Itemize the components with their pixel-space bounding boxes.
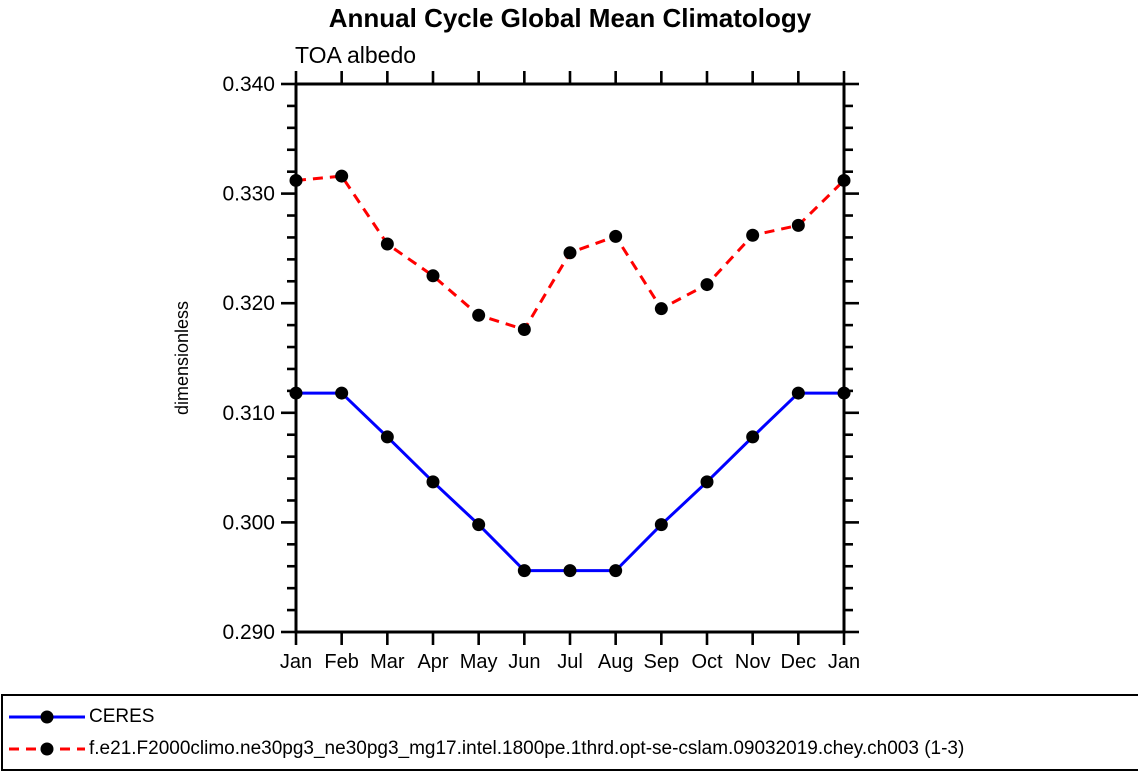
legend-label-ceres: CERES: [89, 705, 155, 727]
data-point-marker: [426, 269, 440, 283]
data-point-marker: [426, 475, 440, 489]
data-point-marker: [746, 228, 760, 242]
y-tick-label: 0.320: [222, 292, 275, 315]
x-tick-label: Aug: [598, 651, 634, 673]
x-tick-label: Sep: [644, 651, 680, 673]
data-point-marker: [837, 173, 851, 187]
legend-label-model: f.e21.F2000climo.ne30pg3_ne30pg3_mg17.in…: [89, 737, 965, 759]
legend-item-model: f.e21.F2000climo.ne30pg3_ne30pg3_mg17.in…: [8, 735, 1138, 763]
plot-area: 0.290 0.300 0.310 0.320 0.330 0.340 Jan Feb Mar A…: [172, 71, 860, 673]
x-tick-label: Jan: [828, 651, 860, 673]
data-point-marker: [654, 302, 668, 316]
data-point-marker: [746, 430, 760, 444]
data-point-marker: [791, 218, 805, 232]
data-point-marker: [472, 518, 486, 532]
data-point-marker: [609, 564, 623, 578]
data-point-marker: [335, 386, 349, 400]
data-point-marker: [289, 173, 303, 187]
data-point-marker: [517, 323, 531, 337]
data-point-marker: [289, 386, 303, 400]
y-tick-label: 0.300: [222, 511, 275, 534]
data-point-marker: [472, 308, 486, 322]
legend-item-ceres: CERES: [8, 703, 1138, 731]
data-point-marker: [563, 246, 577, 260]
data-point-marker: [654, 518, 668, 532]
data-point-marker: [380, 237, 394, 251]
series-line-0: [296, 391, 844, 573]
data-point-marker: [563, 564, 577, 578]
x-tick-label: Apr: [417, 651, 448, 673]
y-tick-label: 0.340: [222, 73, 275, 96]
x-tick-label: Feb: [324, 651, 358, 673]
x-tick-label: Jul: [557, 651, 583, 673]
data-point-marker: [837, 386, 851, 400]
x-tick-label: Jan: [280, 651, 312, 673]
legend: CERES f.e21.F2000climo.ne30pg3_ne30pg3_m…: [1, 694, 1138, 771]
y-tick-label: 0.310: [222, 402, 275, 425]
x-tick-label: Nov: [735, 651, 771, 673]
x-tick-label: Dec: [781, 651, 817, 673]
x-tick-label: Oct: [691, 651, 723, 673]
legend-line-sample-model: [9, 742, 85, 755]
chart-title: Annual Cycle Global Mean Climatology: [328, 3, 812, 33]
legend-line-sample-ceres: [9, 710, 85, 723]
x-tick-label: May: [460, 651, 498, 673]
data-point-marker: [791, 386, 805, 400]
data-point-marker: [700, 475, 714, 489]
x-tick-label: Jun: [508, 651, 540, 673]
data-point-marker: [700, 278, 714, 292]
x-tick-label: Mar: [370, 651, 405, 673]
data-point-marker: [517, 564, 531, 578]
y-tick-label: 0.330: [222, 183, 275, 206]
y-tick-label: 0.290: [222, 621, 275, 644]
plot-frame: [294, 82, 846, 634]
data-point-marker: [335, 169, 349, 183]
y-axis-label: dimensionless: [172, 301, 192, 415]
chart-subtitle: TOA albedo: [295, 42, 417, 68]
data-point-marker: [380, 430, 394, 444]
data-point-marker: [609, 229, 623, 243]
